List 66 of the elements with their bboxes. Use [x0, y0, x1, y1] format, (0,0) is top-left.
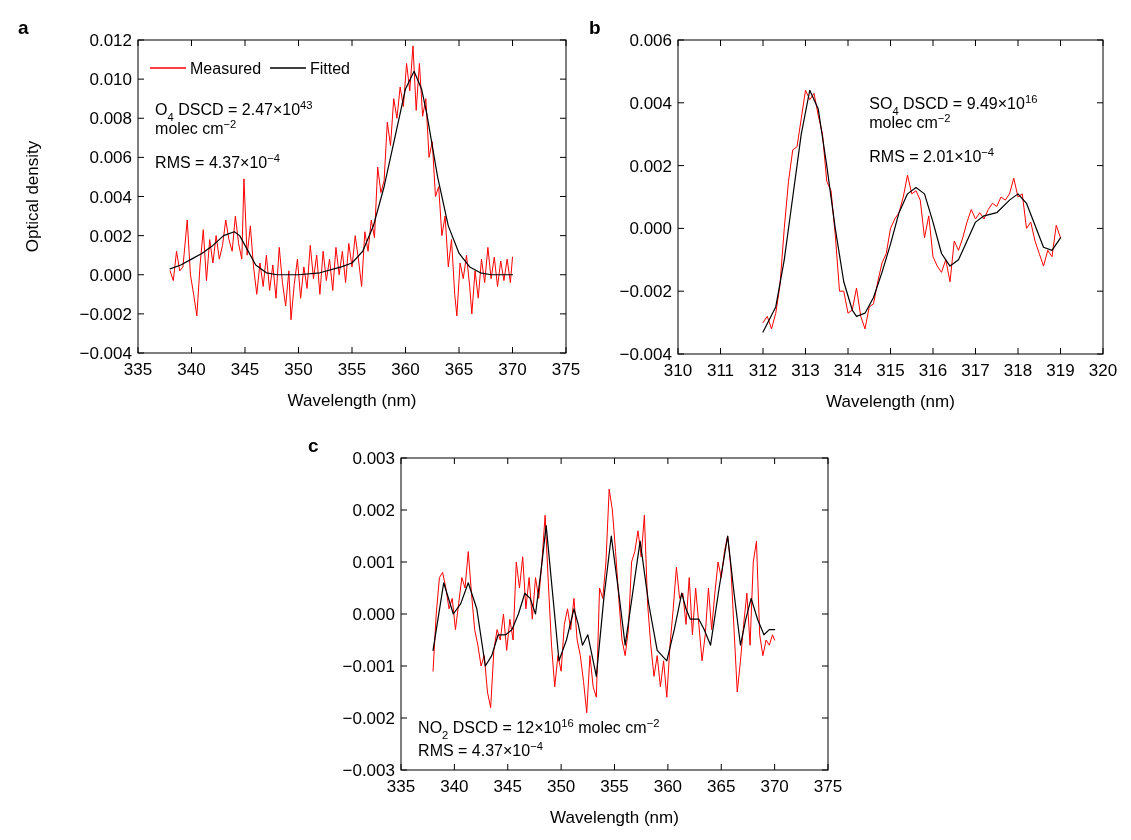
x-tick-label: 335	[386, 777, 416, 796]
x-tick-label: 375	[551, 360, 581, 379]
y-tick-label: 0.002	[89, 226, 132, 246]
x-tick-label: 319	[1046, 361, 1075, 380]
x-tick-label: 315	[876, 361, 905, 380]
y-tick-label: −0.004	[619, 345, 672, 364]
x-tick-label: 370	[498, 360, 527, 379]
y-tick-label: 0.012	[89, 31, 132, 50]
y-tick-label: 0.000	[352, 605, 395, 624]
x-tick-label: 340	[440, 777, 469, 796]
x-tick-label: 318	[1003, 361, 1033, 380]
x-tick-label: 355	[600, 777, 629, 796]
y-tick-label: 0.004	[89, 187, 132, 207]
x-tick-label: 370	[760, 777, 789, 796]
legend-label: Fitted	[310, 60, 351, 77]
x-tick-label: 311	[706, 361, 735, 380]
x-tick-label: 350	[546, 777, 576, 796]
y-tick-label: 0.008	[89, 109, 132, 129]
x-tick-label: 360	[391, 360, 420, 379]
y-tick-label: 0.002	[352, 501, 395, 520]
y-tick-label: 0.006	[89, 148, 132, 168]
x-tick-label: 317	[961, 361, 990, 380]
y-tick-label: 0.006	[629, 31, 672, 50]
x-tick-label: 316	[918, 361, 948, 380]
line-series	[432, 525, 776, 677]
x-axis-title: Wavelength (nm)	[550, 808, 679, 827]
x-tick-label: 340	[177, 360, 206, 379]
y-tick-label: −0.004	[79, 344, 132, 363]
y-tick-label: 0.002	[629, 156, 672, 176]
chart-title: a	[18, 17, 29, 38]
chart-title: c	[308, 435, 319, 456]
y-tick-label: 0.010	[89, 70, 132, 90]
y-tick-label: −0.002	[619, 282, 672, 302]
annotation: RMS = 2.01×10$^{−4}$	[869, 146, 995, 166]
y-tick-label: −0.002	[342, 709, 395, 728]
y-tick-label: 0.000	[89, 265, 132, 285]
y-tick-label: 0.003	[352, 449, 395, 468]
x-axis-title: Wavelength (nm)	[287, 391, 417, 410]
x-tick-label: 314	[833, 361, 863, 380]
legend-label: Measured	[190, 60, 262, 77]
x-tick-label: 355	[337, 360, 367, 379]
x-axis-title: Wavelength (nm)	[826, 392, 955, 411]
x-tick-label: 375	[813, 777, 843, 796]
y-tick-label: −0.002	[79, 304, 132, 324]
y-tick-label: 0.001	[352, 553, 395, 572]
x-tick-label: 365	[444, 360, 474, 379]
x-tick-label: 345	[493, 777, 522, 796]
y-axis-title: Optical density	[23, 140, 42, 253]
x-tick-label: 365	[707, 777, 736, 796]
y-tick-label: 0.004	[629, 93, 672, 113]
x-tick-label: 310	[663, 361, 693, 380]
x-tick-label: 312	[748, 361, 778, 380]
annotation: RMS = 4.37×10$^{−4}$	[418, 739, 543, 759]
annotation: RMS = 4.37×10$^{−4}$	[155, 152, 280, 172]
chart-title: b	[589, 17, 601, 38]
x-tick-label: 360	[653, 777, 683, 796]
line-series	[432, 488, 776, 714]
x-tick-label: 345	[230, 360, 260, 379]
y-tick-label: −0.001	[342, 657, 395, 676]
annotation: NO$_{2}$ DSCD = 12×10$^{16}$ molec cm$^{−2}$	[418, 716, 660, 741]
y-tick-label: 0.000	[629, 219, 672, 239]
x-tick-label: 313	[791, 361, 820, 380]
x-tick-label: 350	[284, 360, 313, 379]
x-tick-label: 335	[123, 360, 153, 379]
x-tick-label: 320	[1088, 361, 1118, 380]
y-tick-label: −0.003	[342, 761, 395, 780]
